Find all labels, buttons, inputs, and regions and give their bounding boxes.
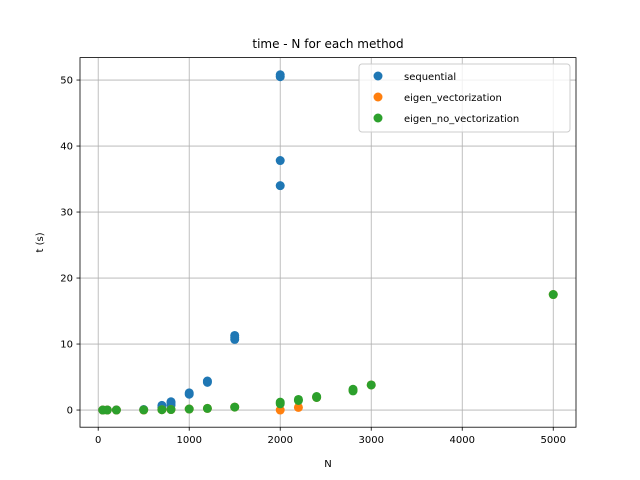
sequential-point [275,70,285,80]
eigen-no-vectorization-point [293,394,303,404]
eigen-no-vectorization-point [184,404,194,414]
eigen-no-vectorization-point [202,403,212,413]
y-axis-label: t (s) [35,232,46,252]
y-tick-label: 40 [60,142,73,153]
x-tick-label: 2000 [267,435,292,446]
sequential-point [166,397,176,407]
y-tick-label: 10 [60,340,73,351]
y-tick-label: 30 [60,208,73,219]
x-tick-label: 4000 [450,435,475,446]
x-axis-label: N [324,459,331,470]
eigen-no-vectorization-point [111,405,121,415]
x-tick-label: 1000 [176,435,201,446]
plot-frame [79,57,577,428]
y-tick-label: 50 [60,76,73,87]
eigen-no-vectorization-point [230,402,240,412]
legend-marker-eigen-vectorization [373,92,383,102]
sequential-point [275,156,285,166]
eigen-no-vectorization-point [102,405,112,415]
eigen-no-vectorization-point [139,405,149,415]
y-tick-label: 0 [67,406,73,417]
eigen-vectorization-point [293,402,303,412]
eigen-no-vectorization-point [166,405,176,415]
eigen-no-vectorization-point [157,405,167,415]
data-points [98,70,558,415]
legend: sequential eigen_vectorization eigen_no_ve… [358,63,571,133]
eigen-vectorization-point [275,405,285,415]
x-tick-label: 0 [95,435,101,446]
legend-label-sequential: sequential [404,72,456,83]
legend-label-eigen-vectorization: eigen_vectorization [404,93,502,104]
x-tick-label: 5000 [541,435,566,446]
legend-marker-sequential [373,71,383,81]
eigen-no-vectorization-point [348,384,358,394]
legend-marker-eigen-no-vectorization [373,113,383,123]
eigen-no-vectorization-point [366,380,376,390]
y-tick-label: 20 [60,274,73,285]
legend-box [358,63,571,133]
x-tick-label: 3000 [359,435,384,446]
eigen-no-vectorization-point [548,290,558,300]
grid-lines [80,57,576,428]
axis-ticks: 0 1000 2000 3000 4000 5000 0 10 20 30 40 50 [60,76,566,447]
sequential-point [202,376,212,386]
eigen-no-vectorization-point [312,392,322,402]
sequential-point [230,330,240,340]
eigen-no-vectorization-point [275,397,285,407]
legend-label-eigen-no-vectorization: eigen_no_vectorization [404,114,519,125]
sequential-point [184,388,194,398]
chart-title: time - N for each method [252,37,403,51]
sequential-point [275,181,285,191]
